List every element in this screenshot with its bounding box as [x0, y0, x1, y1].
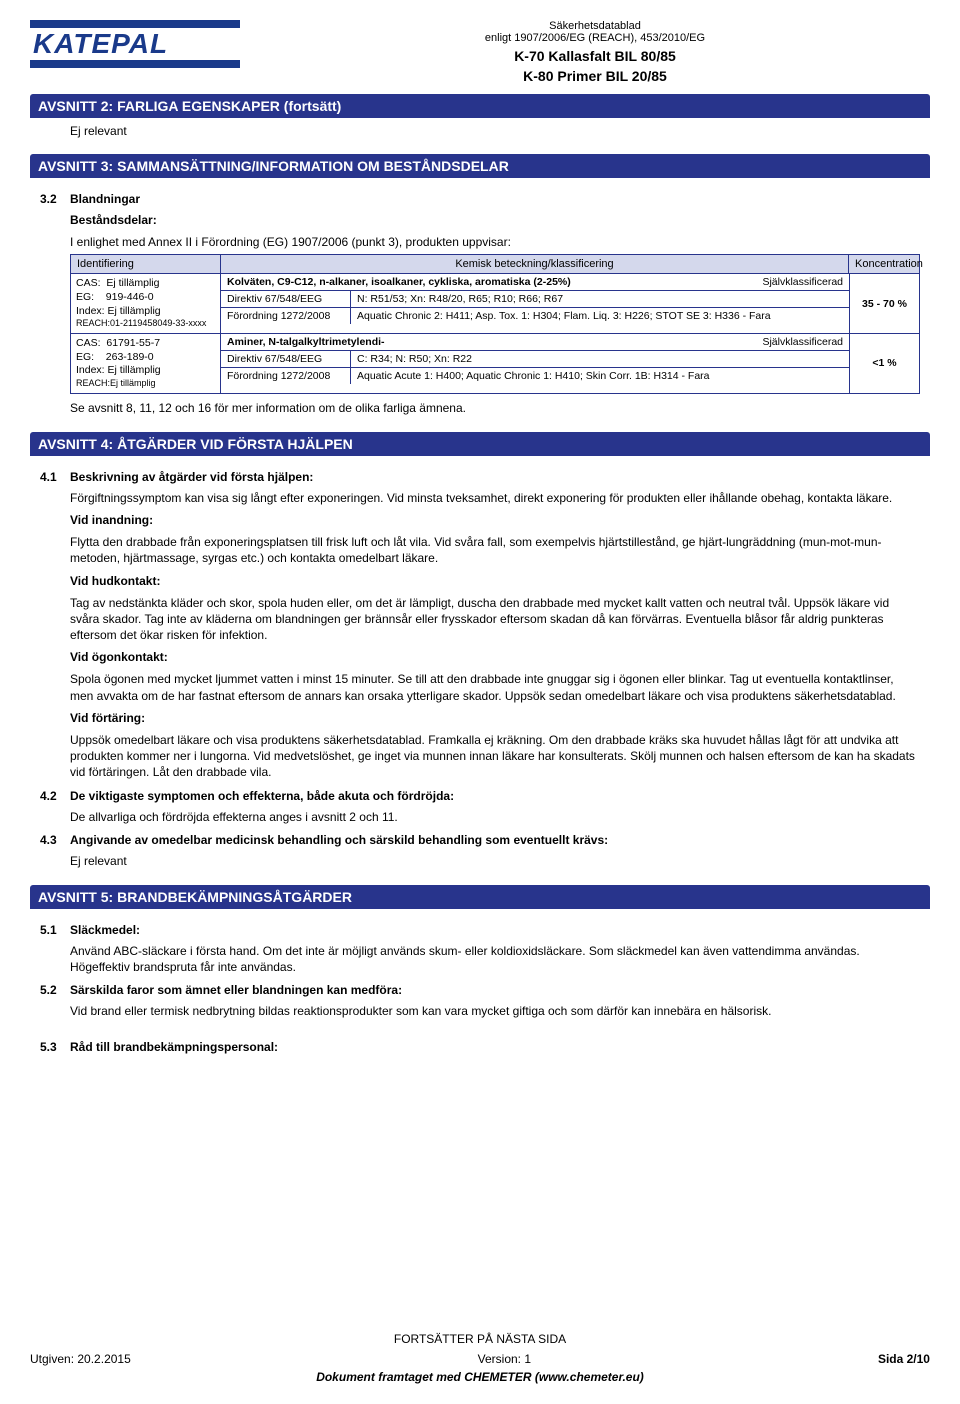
subsection-5-2-title: Särskilda faror som ämnet eller blandnin… [70, 983, 920, 997]
continue-text: FORTSÄTTER PÅ NÄSTA SIDA [30, 1332, 930, 1346]
page-header: KATEPAL Säkerhetsdatablad enligt 1907/20… [30, 20, 930, 84]
subsection-3-2-title: Blandningar [70, 192, 920, 206]
inhalation-heading: Vid inandning: [70, 512, 920, 528]
component-1-conc: 35 - 70 % [849, 274, 919, 333]
section-2-body: Ej relevant [70, 124, 920, 138]
subsection-5-2-num: 5.2 [40, 983, 70, 1019]
component-1-self: Självklassificerad [762, 276, 843, 288]
issued-date: Utgiven: 20.2.2015 [30, 1352, 131, 1366]
components-intro: I enlighet med Annex II i Förordning (EG… [70, 234, 920, 250]
component-1-name: Kolväten, C9-C12, n-alkaner, isoalkaner,… [227, 276, 571, 288]
inhalation-text: Flytta den drabbade från exponeringsplat… [70, 534, 920, 566]
section-5-header: AVSNITT 5: BRANDBEKÄMPNINGSÅTGÄRDER [30, 885, 930, 909]
ingestion-heading: Vid förtäring: [70, 710, 920, 726]
product-name-1: K-70 Kallasfalt BIL 80/85 [260, 48, 930, 64]
section-4-header: AVSNITT 4: ÅTGÄRDER VID FÖRSTA HJÄLPEN [30, 432, 930, 456]
section-3-footer: Se avsnitt 8, 11, 12 och 16 för mer info… [70, 400, 920, 416]
page-number: Sida 2/10 [878, 1352, 930, 1366]
subsection-5-3-num: 5.3 [40, 1040, 70, 1054]
sds-title: Säkerhetsdatablad [260, 20, 930, 32]
component-1-class: Kolväten, C9-C12, n-alkaner, isoalkaner,… [221, 274, 849, 333]
subsection-4-1-num: 4.1 [40, 470, 70, 781]
s43-text: Ej relevant [70, 853, 920, 869]
eye-heading: Vid ögonkontakt: [70, 649, 920, 665]
subsection-4-2-num: 4.2 [40, 789, 70, 825]
components-table: Identifiering Kemisk beteckning/klassifi… [70, 254, 920, 393]
component-2-class: Aminer, N-talgalkyltrimetylendi- Självkl… [221, 334, 849, 393]
table-header-row: Identifiering Kemisk beteckning/klassifi… [71, 255, 919, 274]
subsection-4-1-title: Beskrivning av åtgärder vid första hjälp… [70, 470, 920, 484]
s42-text: De allvarliga och fördröjda effekterna a… [70, 809, 920, 825]
component-2-conc: <1 % [849, 334, 919, 393]
component-2-self: Självklassificerad [762, 336, 843, 348]
section-3-header: AVSNITT 3: SAMMANSÄTTNING/INFORMATION OM… [30, 154, 930, 178]
component-2-name: Aminer, N-talgalkyltrimetylendi- [227, 336, 385, 348]
component-row-1: CAS: Ej tillämplig EG: 919-446-0 Index: … [71, 274, 919, 334]
ingestion-text: Uppsök omedelbart läkare och visa produk… [70, 732, 920, 781]
document-generator: Dokument framtaget med CHEMETER (www.che… [30, 1370, 930, 1384]
eye-text: Spola ögonen med mycket ljummet vatten i… [70, 671, 920, 703]
section-2-header: AVSNITT 2: FARLIGA EGENSKAPER (fortsätt) [30, 94, 930, 118]
skin-text: Tag av nedstänkta kläder och skor, spola… [70, 595, 920, 644]
s51-text: Använd ABC-släckare i första hand. Om de… [70, 943, 920, 975]
component-2-ids: CAS: 61791-55-7 EG: 263-189-0 Index: Ej … [71, 334, 221, 393]
subsection-4-3-num: 4.3 [40, 833, 70, 869]
s52-text: Vid brand eller termisk nedbrytning bild… [70, 1003, 920, 1019]
col-concentration: Koncentration [849, 255, 919, 273]
col-identification: Identifiering [71, 255, 221, 273]
subsection-5-1-title: Släckmedel: [70, 923, 920, 937]
svg-text:KATEPAL: KATEPAL [33, 28, 168, 59]
component-row-2: CAS: 61791-55-7 EG: 263-189-0 Index: Ej … [71, 334, 919, 393]
subsection-4-3-title: Angivande av omedelbar medicinsk behandl… [70, 833, 920, 847]
subsection-4-2-title: De viktigaste symptomen och effekterna, … [70, 789, 920, 803]
component-1-ids: CAS: Ej tillämplig EG: 919-446-0 Index: … [71, 274, 221, 333]
regulation-text: enligt 1907/2006/EG (REACH), 453/2010/EG [260, 32, 930, 44]
logo: KATEPAL [30, 20, 240, 68]
s41-intro: Förgiftningssymptom kan visa sig långt e… [70, 490, 920, 506]
subsection-5-3-title: Råd till brandbekämpningspersonal: [70, 1040, 920, 1054]
page-footer: FORTSÄTTER PÅ NÄSTA SIDA Utgiven: 20.2.2… [30, 1332, 930, 1384]
skin-heading: Vid hudkontakt: [70, 573, 920, 589]
product-name-2: K-80 Primer BIL 20/85 [260, 68, 930, 84]
version: Version: 1 [478, 1352, 531, 1366]
subsection-3-2-num: 3.2 [40, 192, 70, 416]
components-heading: Beståndsdelar: [70, 212, 920, 228]
col-classification: Kemisk beteckning/klassificering [221, 255, 849, 273]
header-text: Säkerhetsdatablad enligt 1907/2006/EG (R… [260, 20, 930, 84]
subsection-5-1-num: 5.1 [40, 923, 70, 975]
